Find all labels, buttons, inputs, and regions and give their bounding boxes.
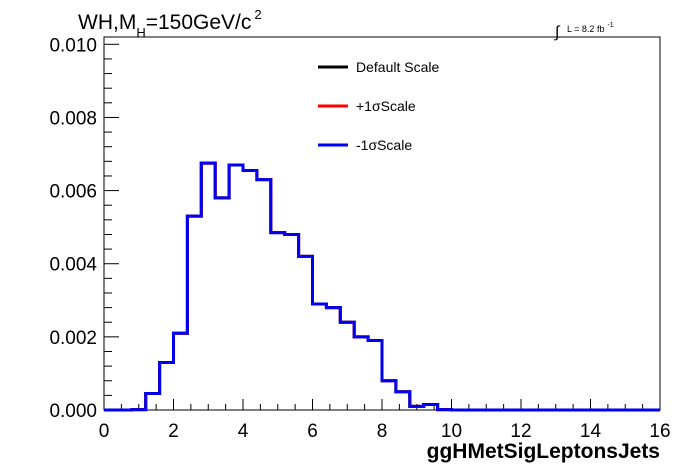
x-tick-label: 14	[580, 421, 602, 442]
x-tick-label: 10	[441, 421, 462, 442]
y-tick-label: 0.006	[49, 182, 97, 203]
legend-label-default: Default Scale	[356, 59, 439, 75]
chart-title: WH,MH=150GeV/c 2	[78, 7, 262, 40]
series-layer	[104, 161, 660, 412]
legend: Default Scale +1σScale -1σScale	[318, 59, 439, 153]
x-tick-label: 2	[168, 421, 179, 442]
lumi-text-group: L = 8.2 fb -1	[567, 22, 614, 34]
series-line-2	[104, 161, 660, 412]
integral-sign-icon: ∫	[554, 24, 561, 41]
y-tick-label: 0.004	[49, 255, 97, 276]
y-tick-label: 0.000	[49, 401, 97, 422]
x-tick-label: 12	[510, 421, 531, 442]
x-tick-label: 16	[649, 421, 670, 442]
y-axis: 0.000 0.002 0.004 0.006 0.008 0.010	[49, 35, 119, 422]
title-main: WH,M	[78, 11, 136, 34]
x-tick-label: 6	[307, 421, 318, 442]
luminosity-label: ∫ L = 8.2 fb -1	[554, 22, 614, 41]
x-tick-label: 4	[238, 421, 249, 442]
lumi-superscript: -1	[607, 22, 613, 29]
title-subscript: H	[136, 25, 145, 40]
title-rest: =150GeV/c	[146, 11, 252, 34]
x-axis: 0 2 4 6 8 10 12 14 16	[99, 399, 671, 442]
y-tick-label: 0.008	[49, 108, 97, 129]
lumi-text: L = 8.2 fb	[567, 24, 604, 34]
x-axis-label: ggHMetSigLeptonsJets	[427, 440, 660, 463]
y-tick-label: 0.002	[49, 328, 97, 349]
x-tick-label: 8	[377, 421, 388, 442]
x-tick-label: 0	[99, 421, 110, 442]
y-tick-label: 0.010	[49, 35, 97, 56]
legend-label-plus: +1σScale	[356, 98, 416, 114]
title-superscript: 2	[254, 7, 261, 22]
legend-label-minus: -1σScale	[356, 137, 412, 153]
